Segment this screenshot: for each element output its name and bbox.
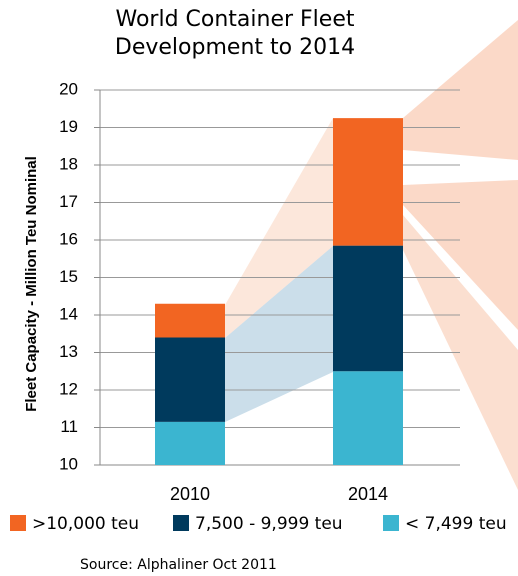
y-tick-label: 20	[59, 79, 78, 98]
y-tick-label: 15	[59, 267, 78, 286]
chart-title: Development to 2014	[115, 35, 355, 60]
bar-segment	[155, 421, 225, 465]
legend-label: >10,000 teu	[32, 514, 139, 534]
x-tick-label: 2010	[170, 484, 210, 504]
y-tick-label: 10	[59, 454, 78, 473]
legend-swatch	[383, 515, 399, 531]
y-tick-label: 14	[59, 304, 78, 323]
y-tick-label: 19	[59, 117, 78, 136]
y-tick-label: 16	[59, 229, 78, 248]
bar-segment	[333, 118, 403, 246]
decoration	[225, 20, 518, 490]
bar-segment	[155, 303, 225, 338]
y-tick-label: 18	[59, 154, 78, 173]
bar-segment	[333, 371, 403, 465]
y-tick-label: 17	[59, 192, 78, 211]
y-tick-label: 11	[60, 417, 78, 436]
legend-swatch	[10, 515, 26, 531]
y-tick-label: 13	[59, 342, 78, 361]
source-note: Source: Alphaliner Oct 2011	[80, 557, 277, 573]
bar-segment	[333, 245, 403, 372]
y-tick-label: 12	[59, 379, 78, 398]
y-axis-label: Fleet Capacity - Million Teu Nominal	[23, 156, 40, 412]
legend-label: < 7,499 teu	[405, 514, 507, 534]
legend-label: 7,500 - 9,999 teu	[195, 514, 343, 534]
bar-segment	[155, 337, 225, 422]
x-tick-label: 2014	[348, 484, 388, 504]
chart-title: World Container Fleet	[115, 7, 354, 32]
legend-swatch	[173, 515, 189, 531]
